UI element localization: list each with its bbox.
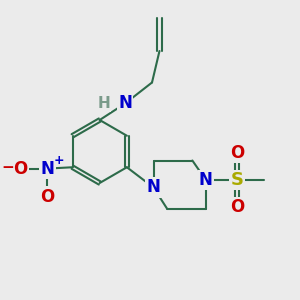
Text: +: + [53,154,64,167]
Text: N: N [40,160,54,178]
Text: S: S [231,171,244,189]
Text: H: H [97,96,110,111]
Text: N: N [147,178,160,196]
Text: −: − [2,160,14,175]
Text: O: O [230,198,244,216]
Text: O: O [13,160,28,178]
Text: O: O [230,144,244,162]
Text: N: N [118,94,132,112]
Text: O: O [40,188,55,206]
Text: N: N [199,171,213,189]
